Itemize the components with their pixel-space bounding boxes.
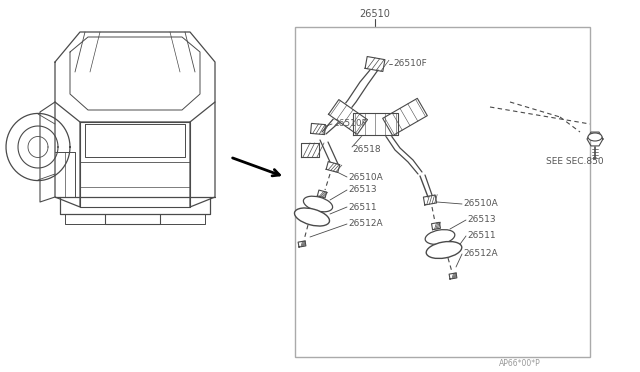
Text: 26511: 26511 — [348, 202, 376, 212]
Text: 26510F: 26510F — [393, 60, 427, 68]
Ellipse shape — [426, 241, 462, 259]
Text: SEE SEC.850: SEE SEC.850 — [546, 157, 604, 167]
Ellipse shape — [425, 230, 455, 244]
Polygon shape — [383, 98, 428, 136]
Text: 26513: 26513 — [348, 186, 376, 195]
Text: AP66*00*P: AP66*00*P — [499, 359, 541, 369]
Text: 26510A: 26510A — [348, 173, 383, 182]
Ellipse shape — [294, 208, 330, 226]
Text: 26510A: 26510A — [463, 199, 498, 208]
Text: 26518: 26518 — [352, 145, 381, 154]
Polygon shape — [353, 113, 397, 135]
Text: 26512A: 26512A — [348, 219, 383, 228]
Text: 26513: 26513 — [467, 215, 495, 224]
Text: 26510F: 26510F — [333, 119, 367, 128]
Ellipse shape — [588, 133, 602, 141]
Text: 26510: 26510 — [360, 9, 390, 19]
Bar — [295, 27, 590, 357]
Text: 26511: 26511 — [467, 231, 495, 241]
Polygon shape — [328, 100, 367, 134]
Ellipse shape — [303, 196, 333, 212]
Text: 26512A: 26512A — [463, 250, 498, 259]
